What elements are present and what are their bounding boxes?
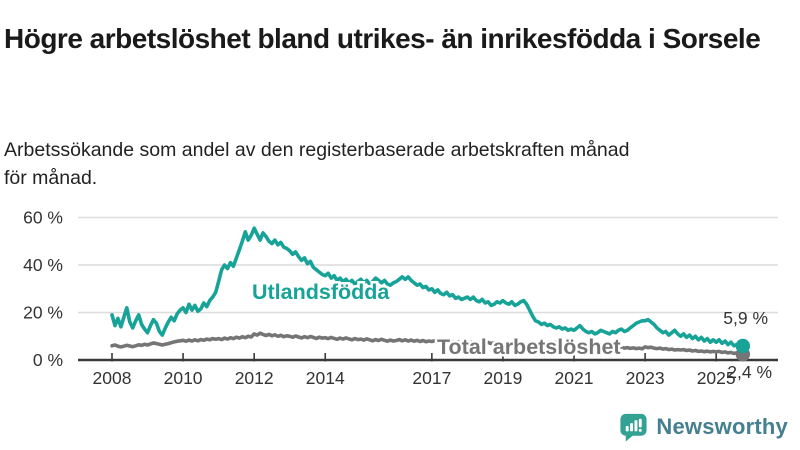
end-value-label-utlandsfodda: 5,9 % xyxy=(723,308,768,328)
series-line-total-arbetsloshet xyxy=(110,331,745,357)
newsworthy-logo: Newsworthy xyxy=(618,411,788,442)
y-tick-label: 0 % xyxy=(33,350,63,370)
x-tick-label: 2017 xyxy=(412,368,451,388)
end-value-label-total: 2,4 % xyxy=(727,362,772,382)
x-tick-label: 2012 xyxy=(235,368,274,388)
speech-bubble-shape xyxy=(620,413,647,442)
x-tick-label: 2014 xyxy=(306,368,345,388)
x-tick-label: 2023 xyxy=(626,368,665,388)
x-tick-label: 2021 xyxy=(555,368,594,388)
chart-subtitle: Arbetssökande som andel av den registerb… xyxy=(4,138,630,189)
x-tick-label: 2010 xyxy=(164,368,203,388)
y-tick-label: 60 % xyxy=(23,208,63,228)
y-tick-label: 40 % xyxy=(23,255,63,275)
series-line-utlandsfodda xyxy=(110,226,745,348)
mini-bar-chart-glyph xyxy=(626,418,643,432)
x-tick-label: 2025 xyxy=(697,368,736,388)
x-tick-label: 2019 xyxy=(483,368,522,388)
series-label-total-arbetsloshet: Total arbetslöshet xyxy=(437,335,621,359)
y-tick-label: 20 % xyxy=(23,303,63,323)
bar-chart-speech-bubble-icon xyxy=(620,413,647,442)
x-tick-label: 2008 xyxy=(93,368,132,388)
series-label-utlandsfodda: Utlandsfödda xyxy=(252,280,390,304)
series-end-dot-utlandsfodda xyxy=(735,338,751,354)
brand-wordmark: Newsworthy xyxy=(656,413,788,439)
page-title: Högre arbetslöshet bland utrikes- än inr… xyxy=(4,22,761,54)
